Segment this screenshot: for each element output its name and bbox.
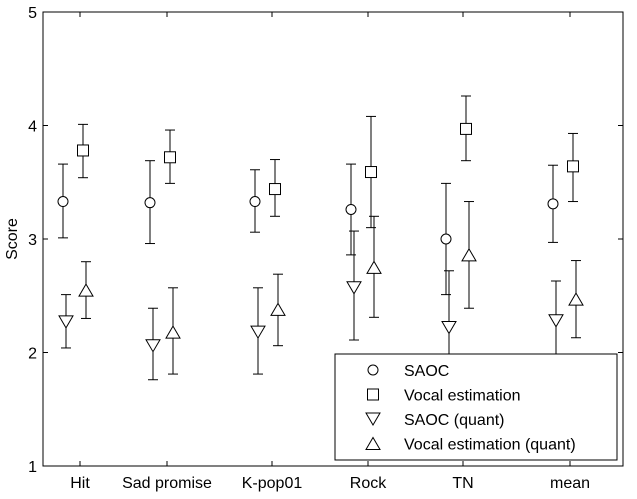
data-point — [365, 166, 377, 179]
data-layer — [57, 95, 584, 381]
data-point — [270, 302, 286, 316]
data-point — [345, 203, 357, 215]
data-point — [78, 283, 94, 297]
legend-label: SAOC (quant) — [404, 412, 504, 429]
data-point — [346, 281, 362, 295]
data-point — [460, 122, 472, 135]
x-tick-label: mean — [550, 475, 590, 492]
data-point — [144, 197, 156, 209]
data-point — [249, 196, 261, 208]
y-tick-label: 4 — [28, 119, 37, 136]
x-tick-label: Sad promise — [122, 475, 212, 492]
x-tick-label: Hit — [70, 475, 90, 492]
legend-marker — [367, 388, 379, 401]
legend: SAOC Vocal estimation SAOC (quant) Vocal es… — [334, 353, 618, 461]
series-square — [77, 95, 579, 229]
legend-marker — [365, 436, 381, 450]
legend-marker — [365, 412, 381, 426]
data-point — [145, 339, 161, 353]
x-axis: Hit Sad promise K-pop01 Rock TN mean — [70, 12, 590, 492]
data-point — [77, 144, 89, 157]
x-tick-label: K-pop01 — [242, 475, 303, 492]
x-tick-label: TN — [452, 475, 473, 492]
y-tick-label: 2 — [28, 346, 37, 363]
data-point — [440, 233, 452, 245]
data-point — [548, 314, 564, 328]
data-point — [269, 183, 281, 196]
data-point — [568, 292, 584, 306]
y-tick-label: 5 — [28, 5, 37, 22]
data-point — [441, 321, 457, 335]
legend-label: Vocal estimation (quant) — [404, 437, 576, 454]
legend-marker — [367, 364, 379, 376]
data-point — [165, 325, 181, 339]
series-circle — [57, 160, 559, 296]
legend-box — [334, 353, 618, 461]
y-axis-label: Score — [4, 218, 21, 260]
data-point — [547, 198, 559, 210]
data-point — [366, 260, 382, 274]
x-tick-label: Rock — [350, 475, 387, 492]
legend-label: SAOC — [404, 363, 449, 380]
legend-label: Vocal estimation — [404, 388, 521, 405]
data-point — [57, 196, 69, 208]
data-point — [567, 160, 579, 173]
data-point — [250, 325, 266, 340]
data-point — [58, 315, 74, 329]
series-triangle-up — [78, 201, 584, 375]
data-point — [164, 151, 176, 164]
y-axis: 1 2 3 4 5 — [28, 5, 623, 476]
data-point — [461, 247, 477, 262]
y-tick-label: 3 — [28, 232, 37, 249]
y-tick-label: 1 — [28, 459, 37, 476]
